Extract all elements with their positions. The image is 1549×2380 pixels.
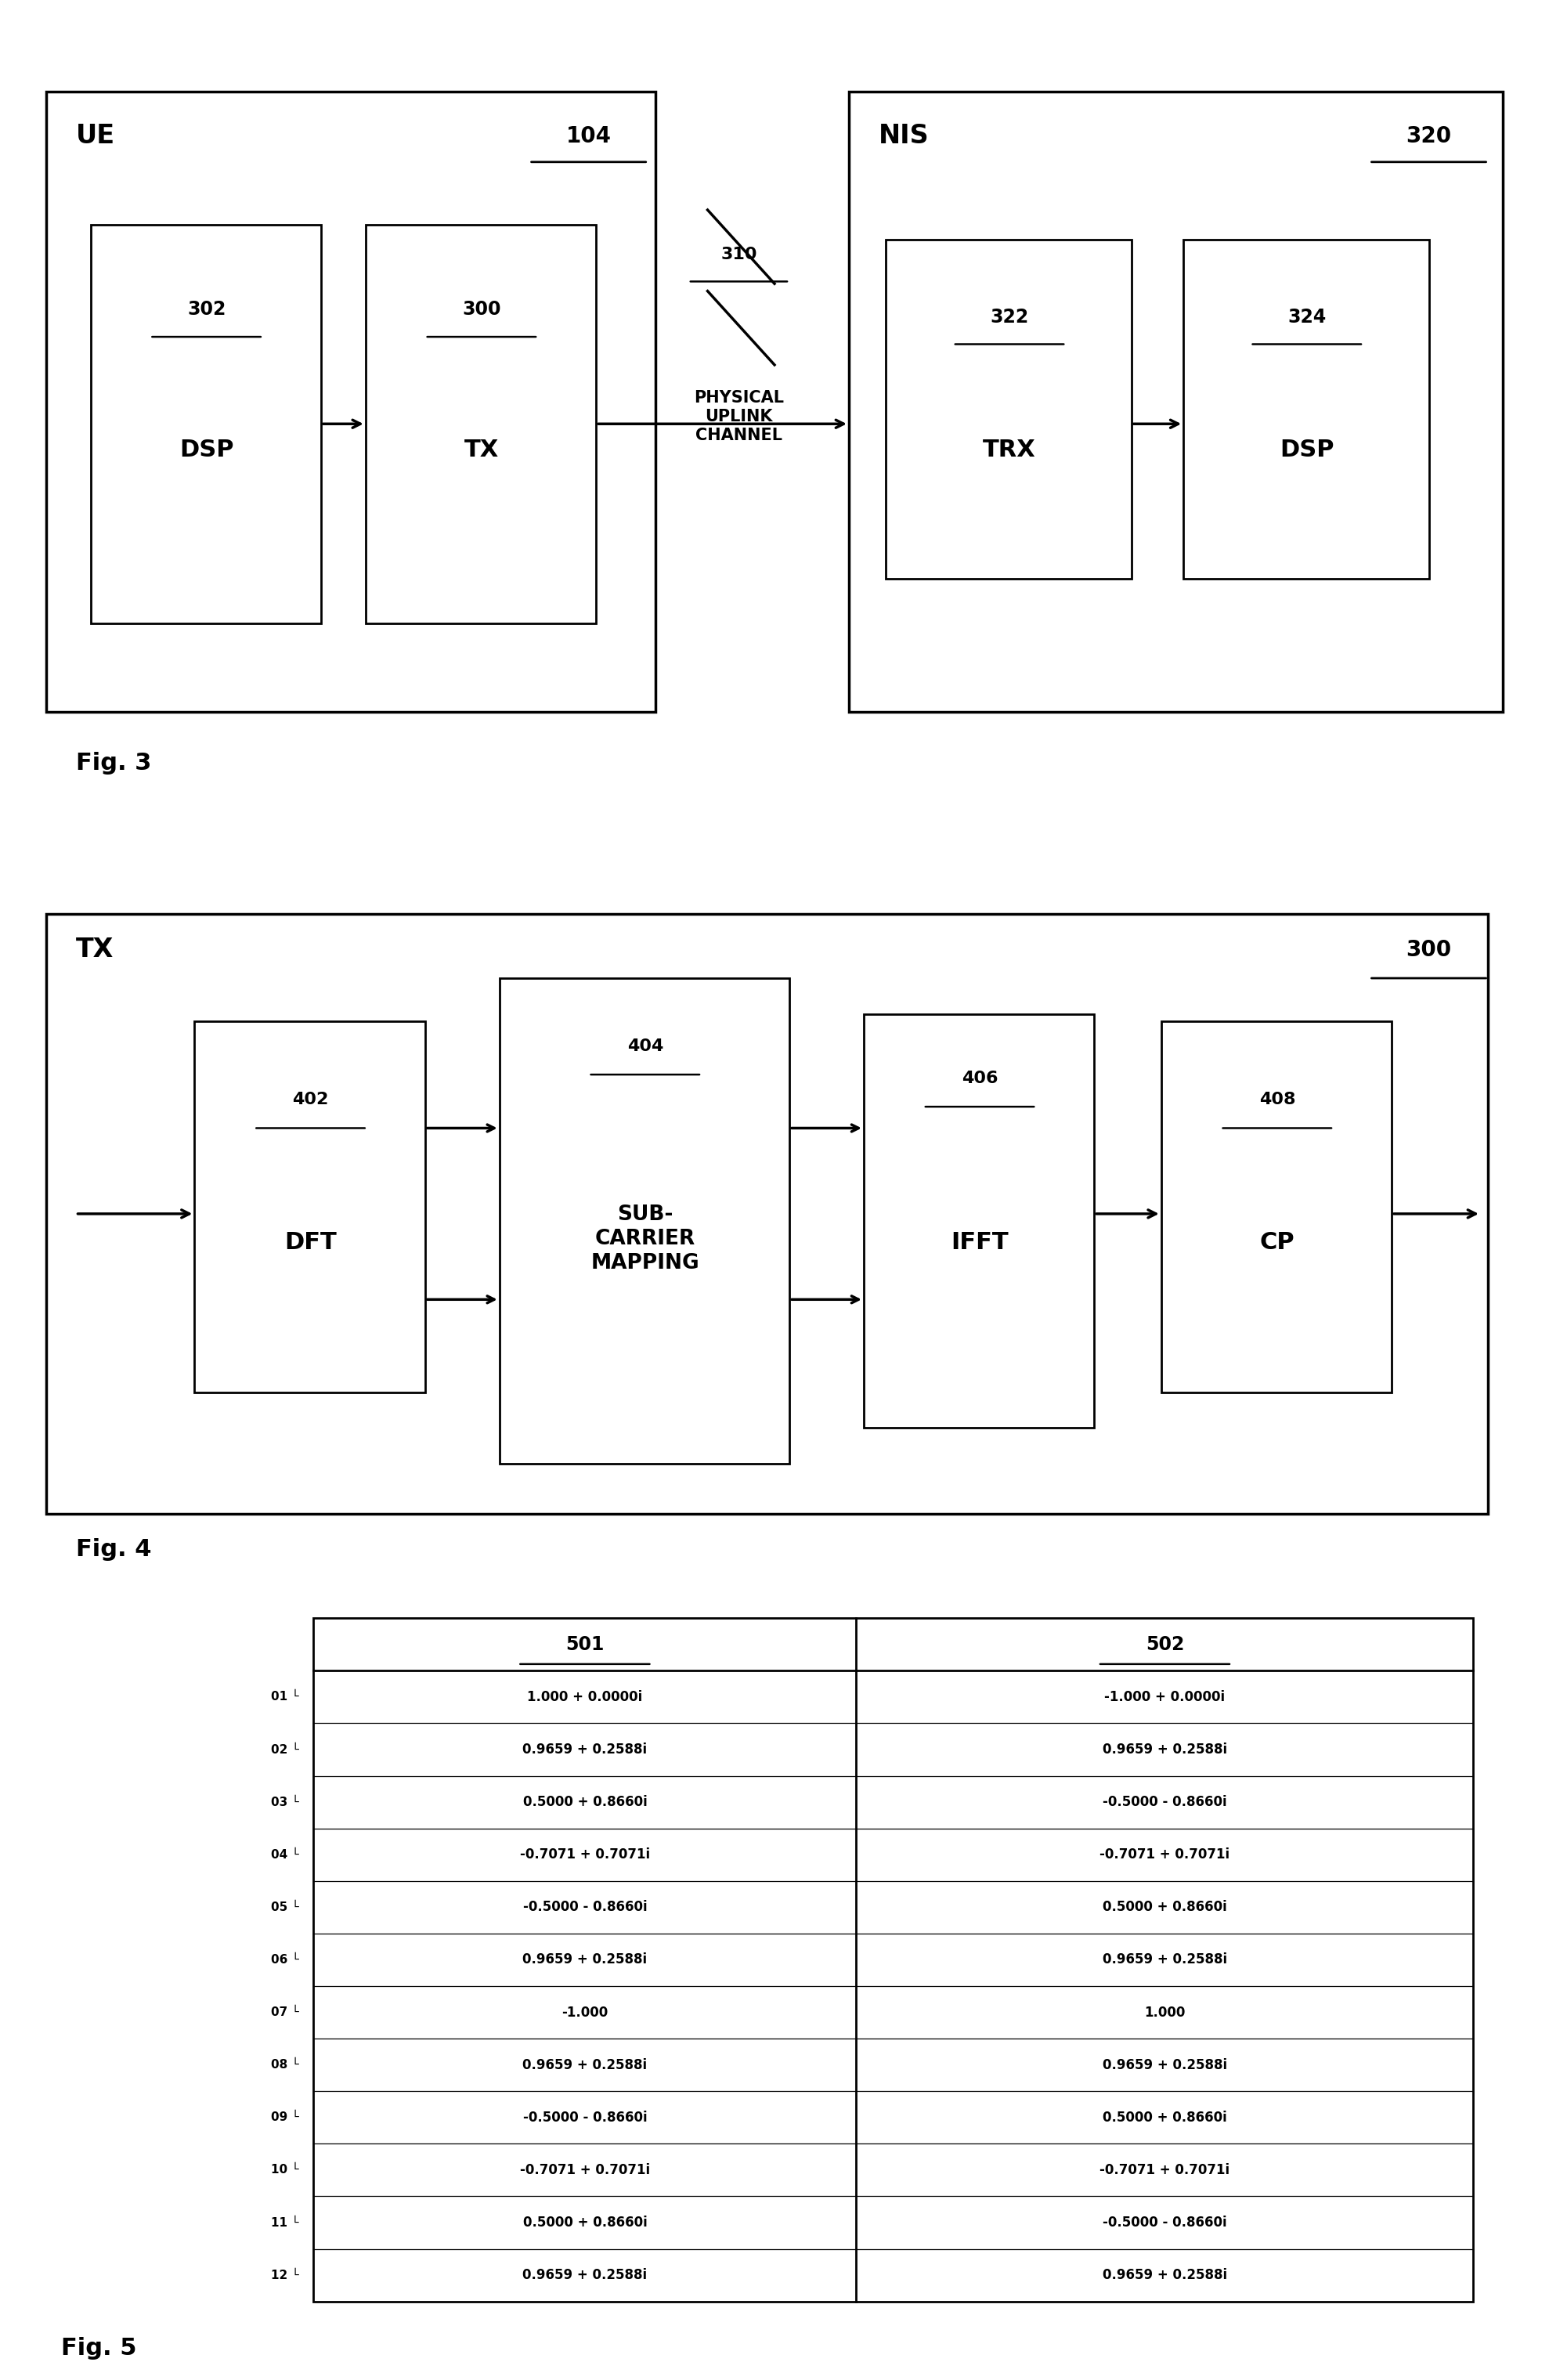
- Text: -1.000 + 0.0000i: -1.000 + 0.0000i: [1104, 1690, 1225, 1704]
- Text: 1.000 + 0.0000i: 1.000 + 0.0000i: [527, 1690, 643, 1704]
- Text: 404: 404: [627, 1038, 663, 1054]
- Text: 02 └: 02 └: [271, 1745, 299, 1756]
- Text: 0.9659 + 0.2588i: 0.9659 + 0.2588i: [1103, 2059, 1227, 2073]
- Text: 408: 408: [1259, 1092, 1295, 1107]
- Text: DFT: DFT: [285, 1230, 336, 1254]
- Text: Fig. 5: Fig. 5: [60, 2337, 136, 2361]
- Text: 324: 324: [1287, 307, 1326, 326]
- Text: 04 └: 04 └: [271, 1849, 299, 1861]
- Text: 0.9659 + 0.2588i: 0.9659 + 0.2588i: [1103, 2268, 1227, 2282]
- Text: 320: 320: [1406, 126, 1451, 148]
- Bar: [90, 224, 321, 624]
- Text: TX: TX: [465, 438, 499, 462]
- Text: Fig. 4: Fig. 4: [76, 1537, 152, 1561]
- Bar: [46, 93, 655, 712]
- Text: -1.000: -1.000: [562, 2006, 609, 2018]
- Text: 10 └: 10 └: [271, 2163, 299, 2175]
- Text: 0.5000 + 0.8660i: 0.5000 + 0.8660i: [522, 1795, 647, 1809]
- Text: 0.5000 + 0.8660i: 0.5000 + 0.8660i: [522, 2216, 647, 2230]
- Bar: [366, 224, 596, 624]
- Text: IFFT: IFFT: [951, 1230, 1008, 1254]
- Text: PHYSICAL
UPLINK
CHANNEL: PHYSICAL UPLINK CHANNEL: [694, 390, 784, 443]
- Text: 406: 406: [962, 1071, 998, 1085]
- Bar: [46, 914, 1489, 1514]
- Text: -0.5000 - 0.8660i: -0.5000 - 0.8660i: [1103, 1795, 1227, 1809]
- Text: 0.5000 + 0.8660i: 0.5000 + 0.8660i: [1103, 1899, 1227, 1914]
- Text: -0.5000 - 0.8660i: -0.5000 - 0.8660i: [524, 2111, 647, 2125]
- Text: -0.7071 + 0.7071i: -0.7071 + 0.7071i: [520, 1847, 651, 1861]
- Text: 300: 300: [1406, 938, 1451, 962]
- Bar: [849, 93, 1503, 712]
- Text: DSP: DSP: [1279, 438, 1334, 462]
- Text: 0.9659 + 0.2588i: 0.9659 + 0.2588i: [522, 2268, 647, 2282]
- Bar: [886, 240, 1131, 578]
- Text: 08 └: 08 └: [271, 2059, 299, 2071]
- Text: 502: 502: [1146, 1635, 1183, 1654]
- Text: 0.9659 + 0.2588i: 0.9659 + 0.2588i: [1103, 1742, 1227, 1756]
- Text: -0.7071 + 0.7071i: -0.7071 + 0.7071i: [1100, 1847, 1230, 1861]
- Text: -0.5000 - 0.8660i: -0.5000 - 0.8660i: [524, 1899, 647, 1914]
- Text: -0.7071 + 0.7071i: -0.7071 + 0.7071i: [520, 2163, 651, 2178]
- Text: Fig. 3: Fig. 3: [76, 752, 152, 773]
- Text: 310: 310: [720, 248, 757, 262]
- Bar: [313, 1618, 1473, 2301]
- Bar: [1183, 240, 1428, 578]
- Text: 05 └: 05 └: [271, 1902, 299, 1914]
- Bar: [1162, 1021, 1391, 1392]
- Text: 322: 322: [990, 307, 1029, 326]
- Text: 12 └: 12 └: [271, 2268, 299, 2280]
- Text: 0.9659 + 0.2588i: 0.9659 + 0.2588i: [522, 2059, 647, 2073]
- Text: 07 └: 07 └: [271, 2006, 299, 2018]
- Text: 0.9659 + 0.2588i: 0.9659 + 0.2588i: [522, 1952, 647, 1966]
- Text: 09 └: 09 └: [271, 2111, 299, 2123]
- Text: TX: TX: [76, 938, 113, 962]
- Text: UE: UE: [76, 124, 115, 150]
- Text: NIS: NIS: [878, 124, 929, 150]
- Bar: [195, 1021, 424, 1392]
- Text: 104: 104: [565, 126, 612, 148]
- Text: -0.7071 + 0.7071i: -0.7071 + 0.7071i: [1100, 2163, 1230, 2178]
- Text: TRX: TRX: [984, 438, 1036, 462]
- Bar: [864, 1014, 1094, 1428]
- Text: DSP: DSP: [180, 438, 234, 462]
- Text: CP: CP: [1259, 1230, 1295, 1254]
- Text: SUB-
CARRIER
MAPPING: SUB- CARRIER MAPPING: [590, 1204, 700, 1273]
- Text: -0.5000 - 0.8660i: -0.5000 - 0.8660i: [1103, 2216, 1227, 2230]
- Text: 01 └: 01 └: [271, 1692, 299, 1702]
- Text: 402: 402: [293, 1092, 328, 1107]
- Text: 0.5000 + 0.8660i: 0.5000 + 0.8660i: [1103, 2111, 1227, 2125]
- Text: 302: 302: [187, 300, 226, 319]
- Text: 0.9659 + 0.2588i: 0.9659 + 0.2588i: [1103, 1952, 1227, 1966]
- Text: 03 └: 03 └: [271, 1797, 299, 1809]
- Bar: [499, 978, 790, 1464]
- Text: 1.000: 1.000: [1145, 2006, 1185, 2018]
- Text: 0.9659 + 0.2588i: 0.9659 + 0.2588i: [522, 1742, 647, 1756]
- Text: 06 └: 06 └: [271, 1954, 299, 1966]
- Text: 11 └: 11 └: [271, 2216, 299, 2228]
- Text: 501: 501: [565, 1635, 604, 1654]
- Text: 300: 300: [462, 300, 500, 319]
